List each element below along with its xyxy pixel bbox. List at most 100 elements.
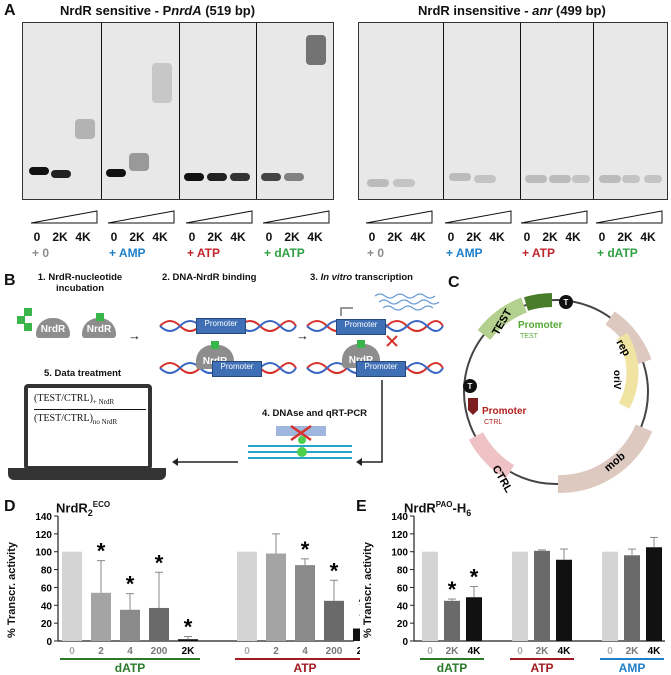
panel-e-title: NrdRPAO-H6 [404, 500, 471, 518]
formula-test: TEST [37, 413, 62, 424]
dose-gradient-wedge [520, 210, 588, 224]
x-tick-label: 2 [273, 646, 279, 657]
promoter-box: Promoter [336, 319, 386, 335]
x-tick-label: 0 [69, 646, 75, 657]
dose-tick-label: 0 [598, 230, 606, 244]
group-label: dATP [115, 661, 145, 675]
promoter-test-label: Promoter [518, 320, 563, 331]
gel-band [51, 170, 71, 178]
bar [62, 551, 82, 641]
gel-band [474, 175, 496, 183]
bar [602, 551, 618, 641]
right-title-italic: anr [532, 3, 553, 18]
panel-e-ylabel: % Transcr. activity [362, 542, 374, 638]
dose-gradient-wedge [262, 210, 330, 224]
significance-star: * [155, 550, 164, 575]
right-title-prefix: NrdR insensitive - [418, 3, 533, 18]
step-3-title: 3. In vitro transcription [310, 272, 413, 283]
bar [534, 550, 550, 641]
formula-no-nrdr: no NrdR [92, 418, 118, 426]
x-tick-label: 4K [468, 646, 482, 657]
dose-tick-label: 4K [489, 230, 505, 244]
y-tick-label: 20 [41, 619, 53, 630]
gel-nrda [22, 22, 334, 200]
y-tick-label: 60 [397, 583, 409, 594]
dose-gradient-wedge [107, 210, 175, 224]
step-4-title: 4. DNAse and qRT-PCR [262, 408, 368, 419]
gel-anr [358, 22, 668, 200]
promoter-box: Promoter [212, 361, 262, 377]
panel-e-title-main: NrdR [404, 500, 436, 516]
ratio-formula: (TEST/CTRL)+ NrdR (TEST/CTRL)no NrdR [34, 393, 146, 426]
terminator-icon: T [564, 298, 569, 307]
panel-e-title-sub: 6 [466, 507, 472, 518]
dose-tick-label: 0 [368, 230, 376, 244]
x-tick-label: 200 [151, 646, 168, 657]
gel-divider [256, 23, 257, 199]
step-5-title: 5. Data treatment [44, 368, 122, 379]
step-1-title: 1. NrdR-nucleotide incubation [30, 272, 130, 294]
left-gel-title: NrdR sensitive - PnrdA (519 bp) [60, 3, 255, 18]
plasmid-map: T T TEST Promoter TEST rep oriV mob CTRL… [463, 293, 653, 495]
dose-tick-label: 2K [207, 230, 223, 244]
left-title-suffix: (519 bp) [201, 3, 256, 18]
formula-test: TEST [37, 393, 62, 404]
bar [512, 551, 528, 641]
bar [149, 607, 169, 641]
significance-star: * [448, 577, 457, 602]
dose-gradient-wedge [444, 210, 512, 224]
condition-label: + 0 [32, 246, 50, 260]
gel-band [449, 173, 471, 181]
gel-band [622, 175, 640, 183]
gel-band [393, 179, 415, 187]
dose-tick-label: 2K [52, 230, 68, 244]
formula-ctrl: CTRL [64, 413, 90, 424]
bar [444, 600, 460, 641]
gel-divider [101, 23, 102, 199]
step-3-italic: In vitro [320, 272, 353, 283]
group-label: dATP [437, 661, 467, 675]
significance-star: * [359, 593, 360, 618]
bar [422, 551, 438, 641]
bar [120, 609, 140, 641]
x-tick-label: 2K [182, 646, 196, 657]
gel-divider [593, 23, 594, 199]
y-tick-label: 100 [391, 548, 408, 559]
nucleotide-icon [96, 313, 104, 321]
dose-gradient-wedge [595, 210, 663, 224]
gel-band [367, 179, 389, 187]
condition-label: + AMP [109, 246, 146, 260]
promoter-test-sub: TEST [520, 333, 539, 340]
significance-star: * [470, 565, 479, 590]
panel-d-title: NrdR2ECO [56, 500, 110, 518]
significance-star: * [97, 539, 106, 564]
panel-e-title-suffix: -H [452, 500, 467, 516]
dose-tick-label: 0 [265, 230, 273, 244]
bar [646, 547, 662, 641]
x-tick-label: 2K [446, 646, 460, 657]
terminator-icon: T [468, 382, 473, 391]
gel-band [261, 173, 281, 181]
formula-plus-nrdr: + NrdR [92, 398, 115, 406]
panel-d-bar-chart: 0 20 40 60 80 100 120 140 0 * 2 * 4 * 200 * 2K dATP 0 2 * 4 * 2… [35, 512, 360, 675]
gel-band [644, 175, 662, 183]
y-tick-label: 40 [397, 601, 409, 612]
dose-tick-label: 2K [466, 230, 482, 244]
dose-tick-label: 4K [410, 230, 426, 244]
y-tick-label: 0 [402, 637, 408, 648]
x-tick-label: 2 [98, 646, 104, 657]
bar [178, 639, 198, 641]
gel-band [549, 175, 571, 183]
panel-d-title-main: NrdR [56, 500, 88, 516]
dose-tick-label: 4K [640, 230, 656, 244]
gel-band [75, 119, 95, 139]
condition-label: + dATP [264, 246, 305, 260]
x-tick-label: 4 [127, 646, 133, 657]
step-1-line1: 1. NrdR-nucleotide [37, 272, 123, 283]
nucleotide-icon [24, 308, 32, 316]
panel-c-label: C [448, 274, 460, 291]
x-tick-label: 2K [357, 646, 360, 657]
nrdr-protein-icon: NrdR [36, 318, 70, 338]
gel-band [106, 169, 126, 177]
